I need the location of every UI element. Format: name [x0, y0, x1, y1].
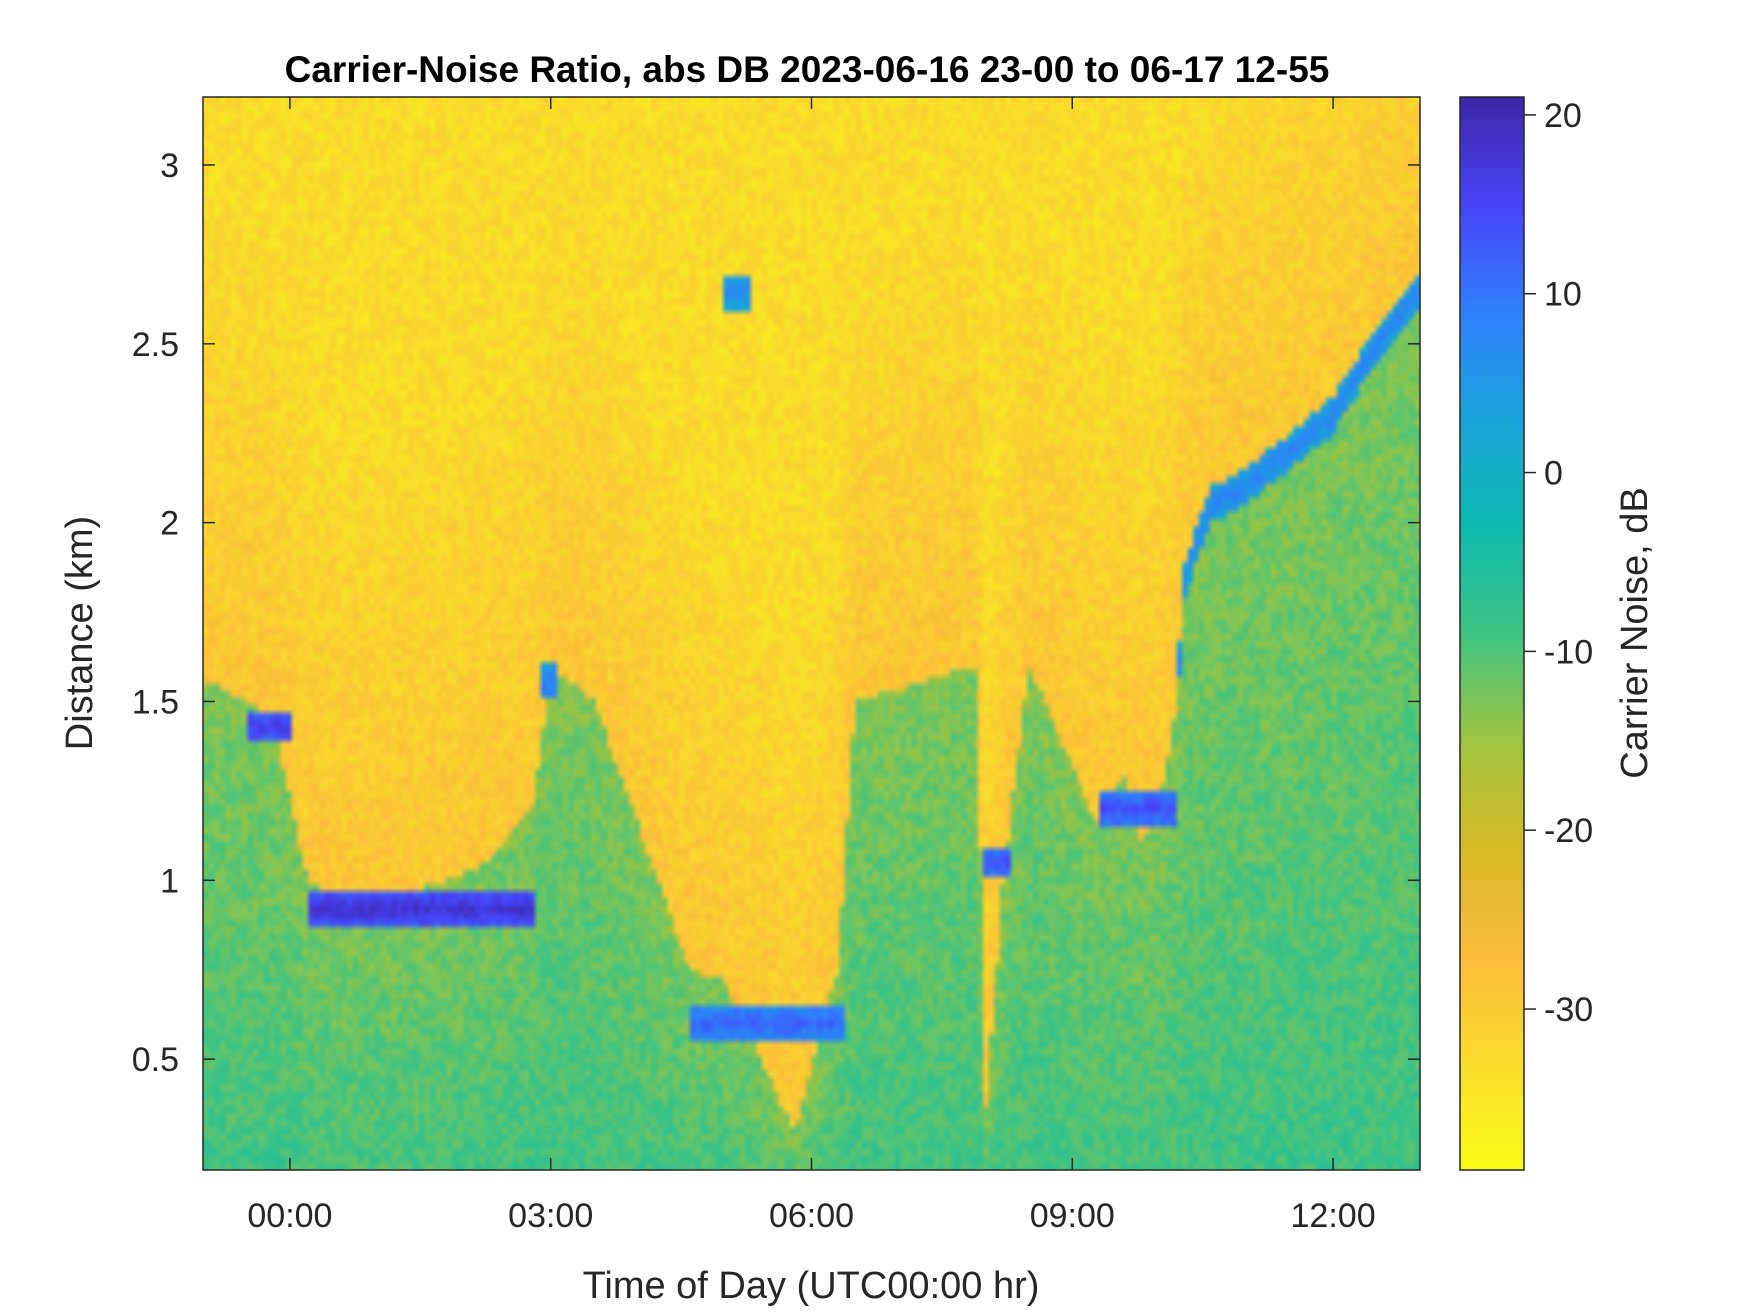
y-tick-label: 2.5 — [132, 326, 179, 364]
colorbar-label: Carrier Noise, dB — [1614, 487, 1656, 778]
y-tick-label: 1 — [160, 862, 179, 900]
heatmap-plot-area — [202, 96, 1421, 1171]
x-tick-label: 06:00 — [769, 1197, 854, 1235]
colorbar-tick-label: -10 — [1544, 633, 1593, 671]
colorbar-tick-label: 20 — [1544, 97, 1582, 135]
colorbar-tick-label: -30 — [1544, 991, 1593, 1029]
colorbar: -30 -20 -10 0 10 20 Carrier Noise, dB — [1459, 96, 1656, 1171]
y-axis-label: Distance (km) — [59, 516, 101, 750]
colorbar-tick-label: -20 — [1544, 812, 1593, 850]
x-axis-label: Time of Day (UTC00:00 hr) — [583, 1265, 1040, 1307]
y-axis-ticks: 0.5 1 1.5 2 2.5 3 — [132, 147, 1420, 1079]
x-tick-label: 00:00 — [247, 1197, 332, 1235]
x-tick-label: 12:00 — [1291, 1197, 1376, 1235]
x-tick-label: 03:00 — [508, 1197, 593, 1235]
heatmap-image — [203, 97, 1420, 1170]
x-axis-ticks: 00:00 03:00 06:00 09:00 12:00 — [247, 97, 1376, 1235]
x-tick-label: 09:00 — [1030, 1197, 1115, 1235]
colorbar-ticks: -30 -20 -10 0 10 20 — [1524, 97, 1593, 1029]
chart-title: Carrier-Noise Ratio, abs DB 2023-06-16 2… — [285, 49, 1330, 90]
colorbar-tick-label: 0 — [1544, 455, 1563, 493]
y-tick-label: 1.5 — [132, 683, 179, 721]
colorbar-tick-label: 10 — [1544, 276, 1582, 314]
colorbar-gradient — [1459, 96, 1525, 1171]
y-tick-label: 3 — [160, 147, 179, 185]
y-tick-label: 2 — [160, 505, 179, 543]
y-tick-label: 0.5 — [132, 1041, 179, 1079]
